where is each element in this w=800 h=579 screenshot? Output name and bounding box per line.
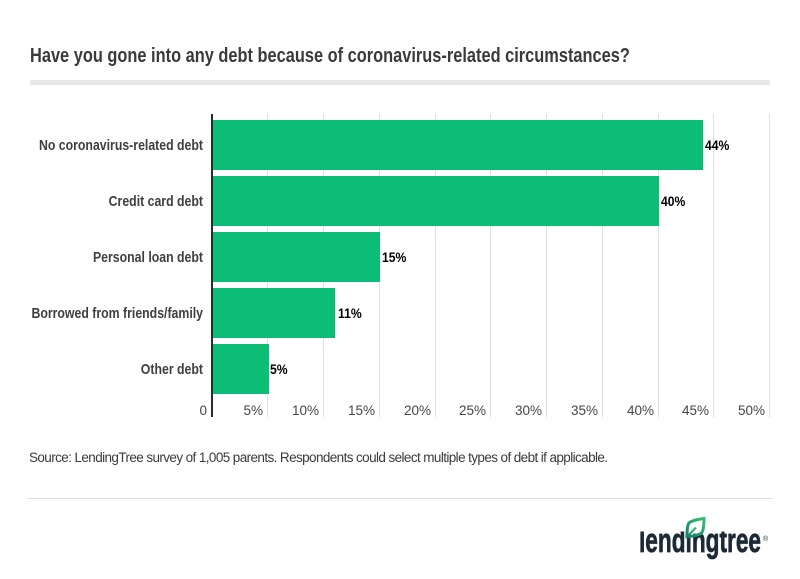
svg-text:lendıngtree: lendıngtree — [639, 522, 761, 560]
svg-text:®: ® — [763, 535, 769, 543]
